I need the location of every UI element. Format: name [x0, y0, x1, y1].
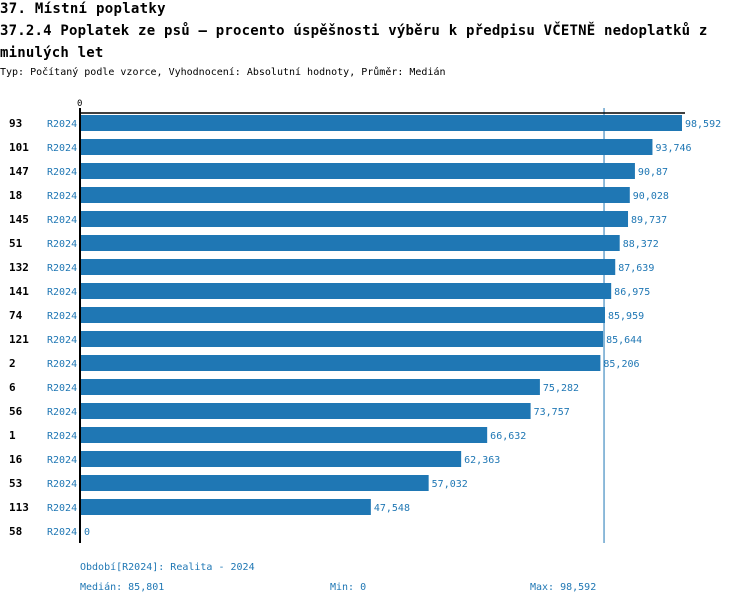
period-label: R2024: [47, 239, 77, 250]
chart-subtitle: Typ: Počítaný podle vzorce, Vyhodnocení:…: [0, 67, 446, 78]
category-label: 141: [9, 285, 29, 298]
footer-max: Max: 98,592: [530, 582, 597, 593]
bar: [81, 187, 630, 203]
category-label: 51: [9, 237, 23, 250]
period-label: R2024: [47, 359, 77, 370]
value-label: 98,592: [685, 119, 721, 130]
period-label: R2024: [47, 143, 77, 154]
value-label: 89,737: [631, 215, 667, 226]
value-label: 86,975: [614, 287, 650, 298]
value-label: 73,757: [534, 407, 570, 418]
category-label: 58: [9, 525, 22, 538]
period-label: R2024: [47, 503, 77, 514]
category-label: 121: [9, 333, 29, 346]
period-label: R2024: [47, 167, 77, 178]
value-label: 0: [84, 527, 90, 538]
period-label: R2024: [47, 527, 77, 538]
footer-min: Min: 0: [330, 582, 367, 593]
period-label: R2024: [47, 215, 77, 226]
bar: [81, 331, 604, 347]
category-label: 16: [9, 453, 23, 466]
value-label: 75,282: [543, 383, 579, 394]
period-label: R2024: [47, 311, 77, 322]
category-label: 74: [9, 309, 23, 322]
value-label: 85,959: [608, 311, 644, 322]
value-label: 90,028: [633, 191, 669, 202]
value-label: 90,87: [638, 167, 668, 178]
bar: [81, 211, 629, 227]
bar: [81, 235, 620, 251]
category-label: 56: [9, 405, 23, 418]
bar: [81, 499, 371, 515]
section-title: 37. Místní poplatky: [0, 1, 166, 17]
category-label: 101: [9, 141, 29, 154]
bar: [81, 283, 612, 299]
bar: [81, 355, 601, 371]
bar: [81, 475, 429, 491]
footer-median: Medián: 85,801: [80, 582, 165, 593]
category-label: 6: [9, 381, 16, 394]
x-tick-label: 0: [77, 99, 82, 109]
value-label: 57,032: [432, 479, 468, 490]
category-label: 2: [9, 357, 16, 370]
period-label: R2024: [47, 407, 77, 418]
chart-title: 37.2.4 Poplatek ze psů – procento úspěšn…: [0, 23, 708, 61]
period-label: R2024: [47, 335, 77, 346]
value-label: 85,644: [606, 335, 642, 346]
period-label: R2024: [47, 431, 77, 442]
value-label: 88,372: [623, 239, 659, 250]
category-label: 1: [9, 429, 16, 442]
period-label: R2024: [47, 383, 77, 394]
period-label: R2024: [47, 263, 77, 274]
value-label: 66,632: [490, 431, 526, 442]
bar: [81, 379, 540, 395]
period-label: R2024: [47, 191, 77, 202]
value-label: 85,206: [603, 359, 639, 370]
category-label: 18: [9, 189, 22, 202]
bar: [81, 139, 653, 155]
bar: [81, 307, 605, 323]
bar: [81, 403, 531, 419]
category-label: 147: [9, 165, 29, 178]
bar: [81, 163, 635, 179]
value-label: 62,363: [464, 455, 500, 466]
category-label: 53: [9, 477, 22, 490]
value-label: 93,746: [655, 143, 691, 154]
bar: [81, 259, 616, 275]
category-label: 93: [9, 117, 22, 130]
period-label: R2024: [47, 479, 77, 490]
value-label: 87,639: [618, 263, 654, 274]
bar: [81, 451, 462, 467]
period-label: R2024: [47, 119, 77, 130]
period-label: R2024: [47, 455, 77, 466]
bar: [81, 427, 488, 443]
value-label: 47,548: [374, 503, 410, 514]
category-label: 132: [9, 261, 29, 274]
category-label: 145: [9, 213, 29, 226]
category-label: 113: [9, 501, 29, 514]
footer-period: Období[R2024]: Realita - 2024: [80, 562, 255, 573]
bar: [81, 115, 682, 131]
period-label: R2024: [47, 287, 77, 298]
